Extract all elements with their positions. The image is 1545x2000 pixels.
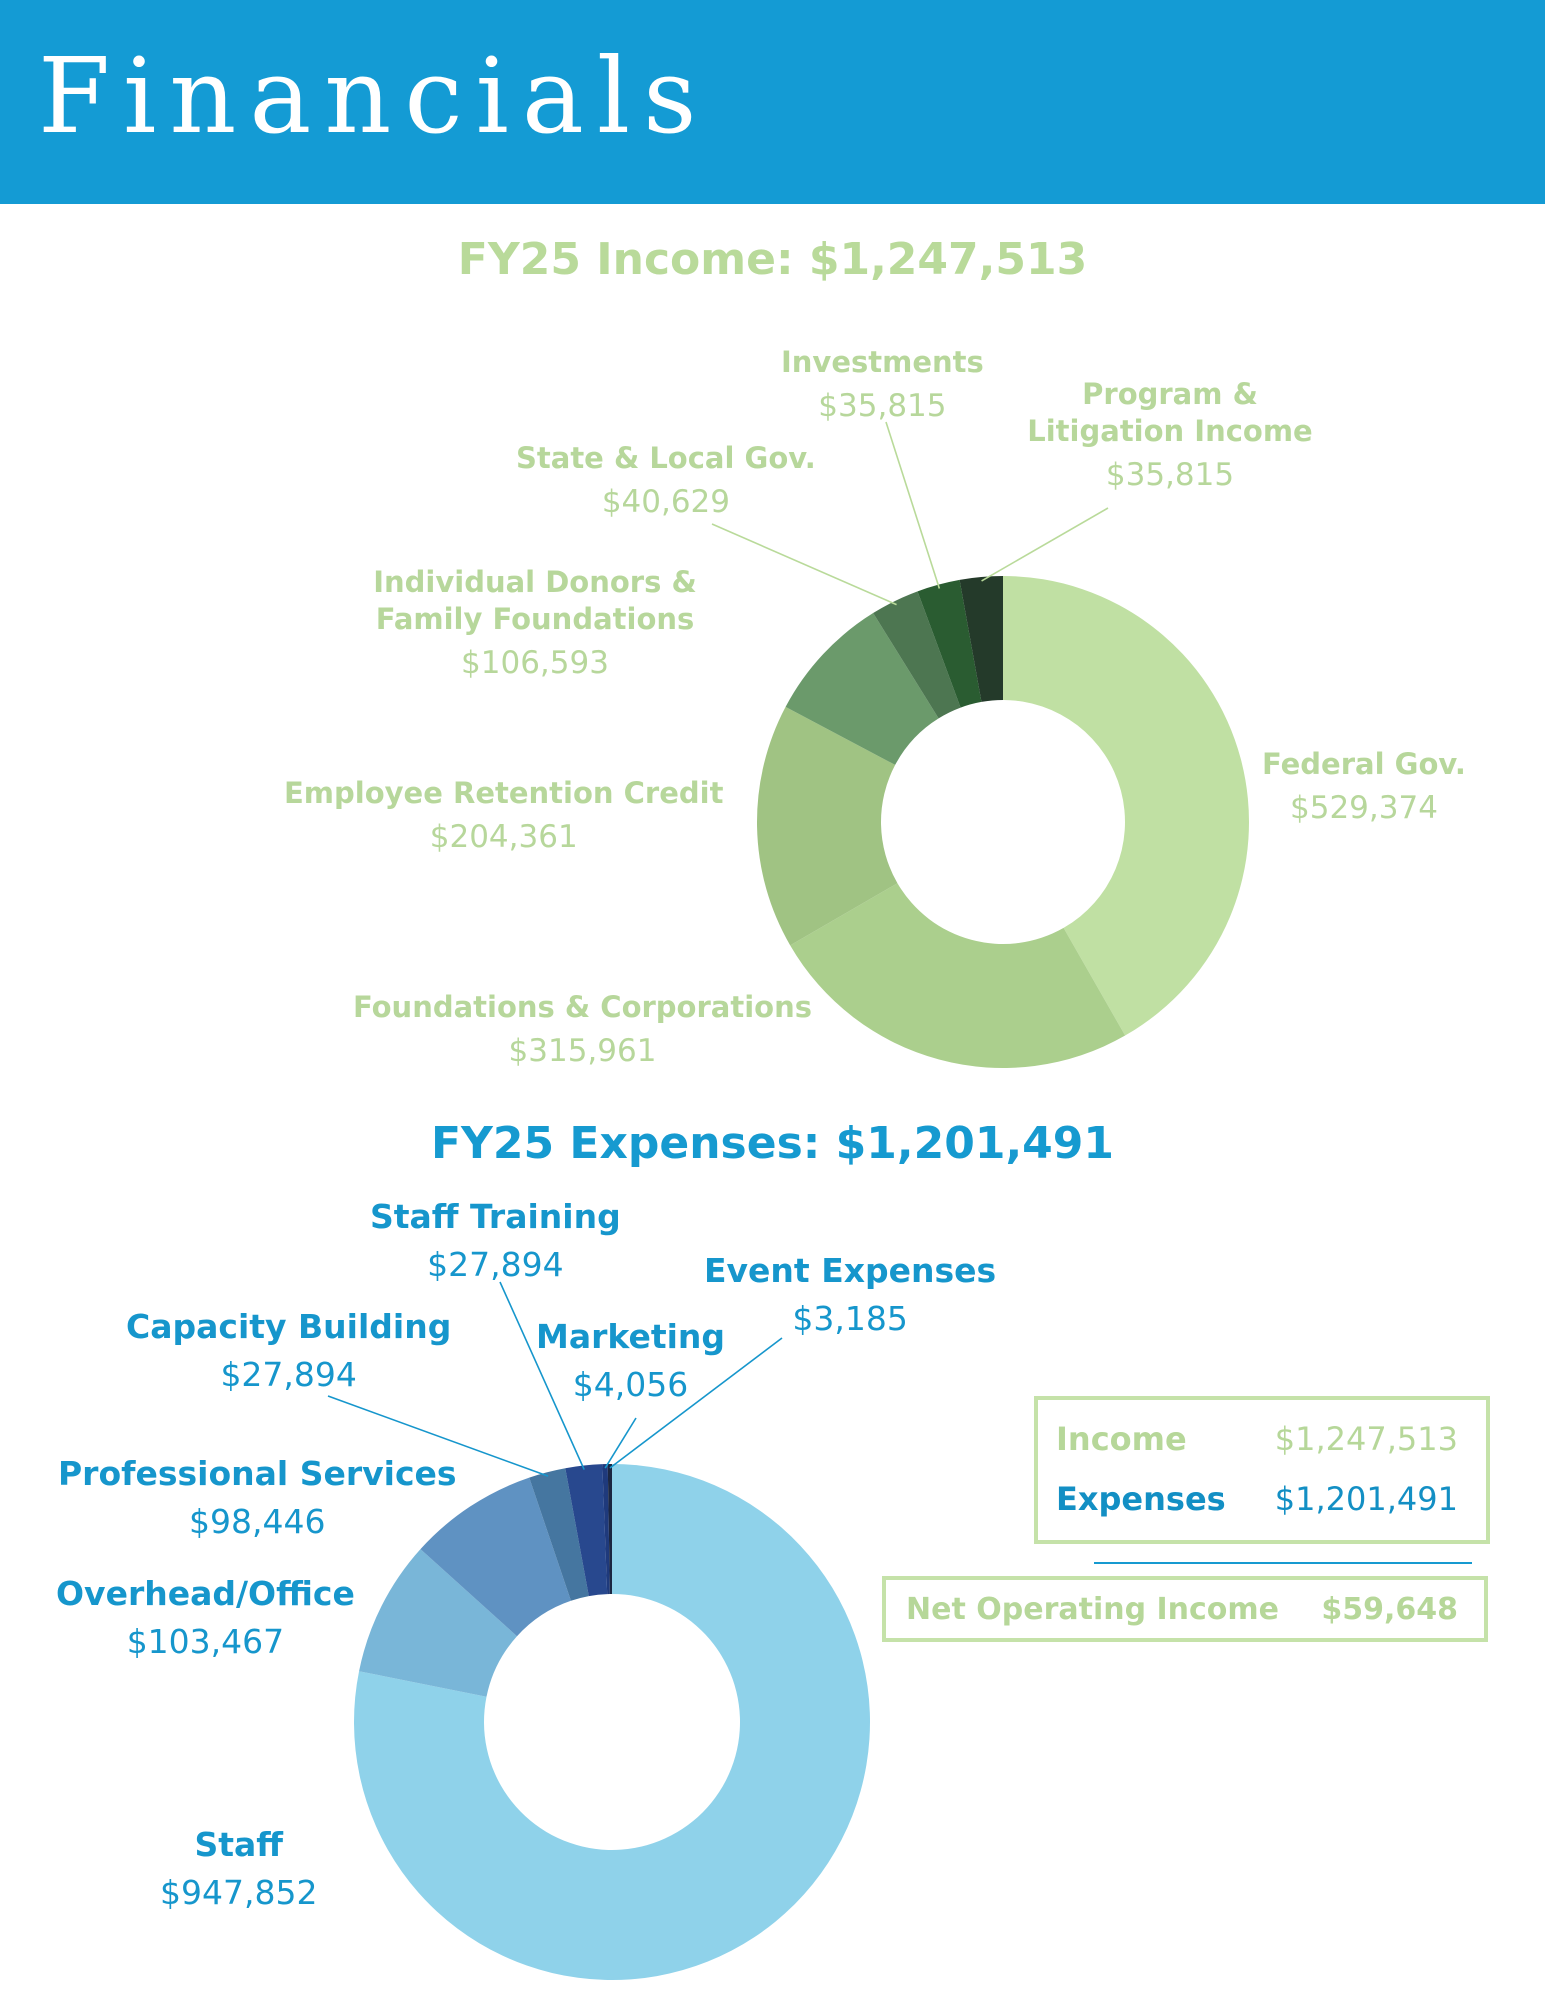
income-category-label: Federal Gov.	[1262, 747, 1466, 781]
expense-label-training: Staff Training $27,894	[370, 1196, 621, 1286]
expense-value-label: $27,894	[427, 1245, 564, 1285]
expense-slices	[353, 1464, 870, 1980]
expense-slice	[602, 1464, 610, 1595]
income-category-label: Employee Retention Credit	[284, 776, 724, 810]
income-value-label: $204,361	[429, 819, 578, 856]
expense-label-event: Event Expenses $3,185	[704, 1250, 996, 1340]
summary-divider	[1094, 1562, 1472, 1564]
net-operating-income-box: Net Operating Income $59,648	[882, 1576, 1488, 1642]
expense-category-label: Professional Services	[58, 1454, 457, 1493]
expense-label-professional: Professional Services $98,446	[58, 1453, 457, 1543]
net-operating-income-value: $59,648	[1321, 1592, 1458, 1627]
income-label-erc: Employee Retention Credit $204,361	[284, 775, 723, 858]
header-banner: Financials	[0, 0, 1545, 204]
income-slices	[756, 576, 1249, 1068]
income-label-investments: Investments $35,815	[781, 344, 984, 427]
income-slice	[1003, 576, 1249, 1036]
expense-value-label: $27,894	[220, 1355, 357, 1395]
summary-expenses-value: $1,201,491	[1274, 1480, 1458, 1518]
expense-value-label: $98,446	[189, 1502, 326, 1542]
expense-value-label: $4,056	[572, 1365, 689, 1405]
income-value-label: $315,961	[508, 1033, 657, 1070]
income-leader-line	[711, 523, 897, 606]
expense-label-capacity: Capacity Building $27,894	[126, 1306, 451, 1396]
expense-category-label: Event Expenses	[704, 1251, 997, 1290]
expense-leader-line	[327, 1395, 549, 1477]
expense-label-marketing: Marketing $4,056	[536, 1316, 725, 1406]
income-leader-line	[981, 507, 1109, 582]
income-leader-line	[885, 421, 941, 589]
expense-category-label: Staff	[194, 1825, 283, 1864]
expense-slice	[359, 1549, 517, 1697]
summary-box: Income $1,247,513 Expenses $1,201,491	[1034, 1396, 1490, 1544]
income-value-label: $35,815	[818, 388, 947, 425]
summary-income-label: Income	[1056, 1420, 1187, 1458]
income-slice	[756, 706, 898, 946]
income-value-label: $529,374	[1290, 790, 1438, 827]
income-label-individual: Individual Donors & Family Foundations $…	[340, 564, 730, 684]
income-slice	[785, 613, 939, 765]
expense-slice	[565, 1464, 608, 1597]
income-leader-lines	[711, 421, 1109, 606]
expense-leader-line	[499, 1281, 585, 1470]
expense-value-label: $103,467	[126, 1622, 285, 1662]
expense-category-label: Staff Training	[370, 1197, 621, 1236]
expense-slice	[529, 1468, 589, 1601]
expense-slice	[353, 1464, 870, 1980]
income-category-label: Program & Litigation Income	[1027, 377, 1313, 449]
income-category-label: Foundations & Corporations	[353, 990, 812, 1024]
expenses-chart-title: FY25 Expenses: $1,201,491	[430, 1118, 1115, 1169]
expense-category-label: Capacity Building	[126, 1307, 452, 1346]
expense-label-overhead: Overhead/Office $103,467	[56, 1573, 355, 1663]
expense-slice	[607, 1464, 612, 1595]
expense-leader-line	[604, 1417, 637, 1469]
income-slice	[917, 579, 982, 708]
income-label-foundations: Foundations & Corporations $315,961	[353, 989, 812, 1072]
net-operating-income-label: Net Operating Income	[906, 1592, 1280, 1627]
income-label-federal: Federal Gov. $529,374	[1262, 746, 1466, 829]
expense-category-label: Overhead/Office	[56, 1574, 355, 1613]
income-slice	[790, 883, 1126, 1068]
income-slice	[873, 591, 961, 719]
income-category-label: Investments	[781, 345, 984, 379]
income-category-label: State & Local Gov.	[516, 441, 816, 475]
expense-leader-line	[609, 1337, 783, 1469]
income-value-label: $106,593	[461, 645, 609, 682]
income-label-state: State & Local Gov. $40,629	[516, 440, 816, 523]
expense-leader-lines	[327, 1281, 783, 1477]
income-value-label: $35,815	[1105, 457, 1235, 494]
income-slice	[959, 576, 1003, 702]
summary-income-value: $1,247,513	[1274, 1420, 1458, 1458]
expense-category-label: Marketing	[536, 1317, 726, 1356]
expense-label-staff: Staff $947,852	[160, 1824, 317, 1914]
income-value-label: $40,629	[601, 484, 731, 521]
income-category-label: Individual Donors & Family Foundations	[373, 565, 697, 637]
expense-value-label: $3,185	[792, 1299, 908, 1339]
page-title: Financials	[38, 35, 710, 157]
income-label-program: Program & Litigation Income $35,815	[1010, 376, 1330, 496]
expense-value-label: $947,852	[160, 1873, 318, 1913]
income-chart-title: FY25 Income: $1,247,513	[457, 234, 1088, 285]
expense-slice	[420, 1477, 571, 1637]
summary-expenses-label: Expenses	[1056, 1480, 1226, 1518]
